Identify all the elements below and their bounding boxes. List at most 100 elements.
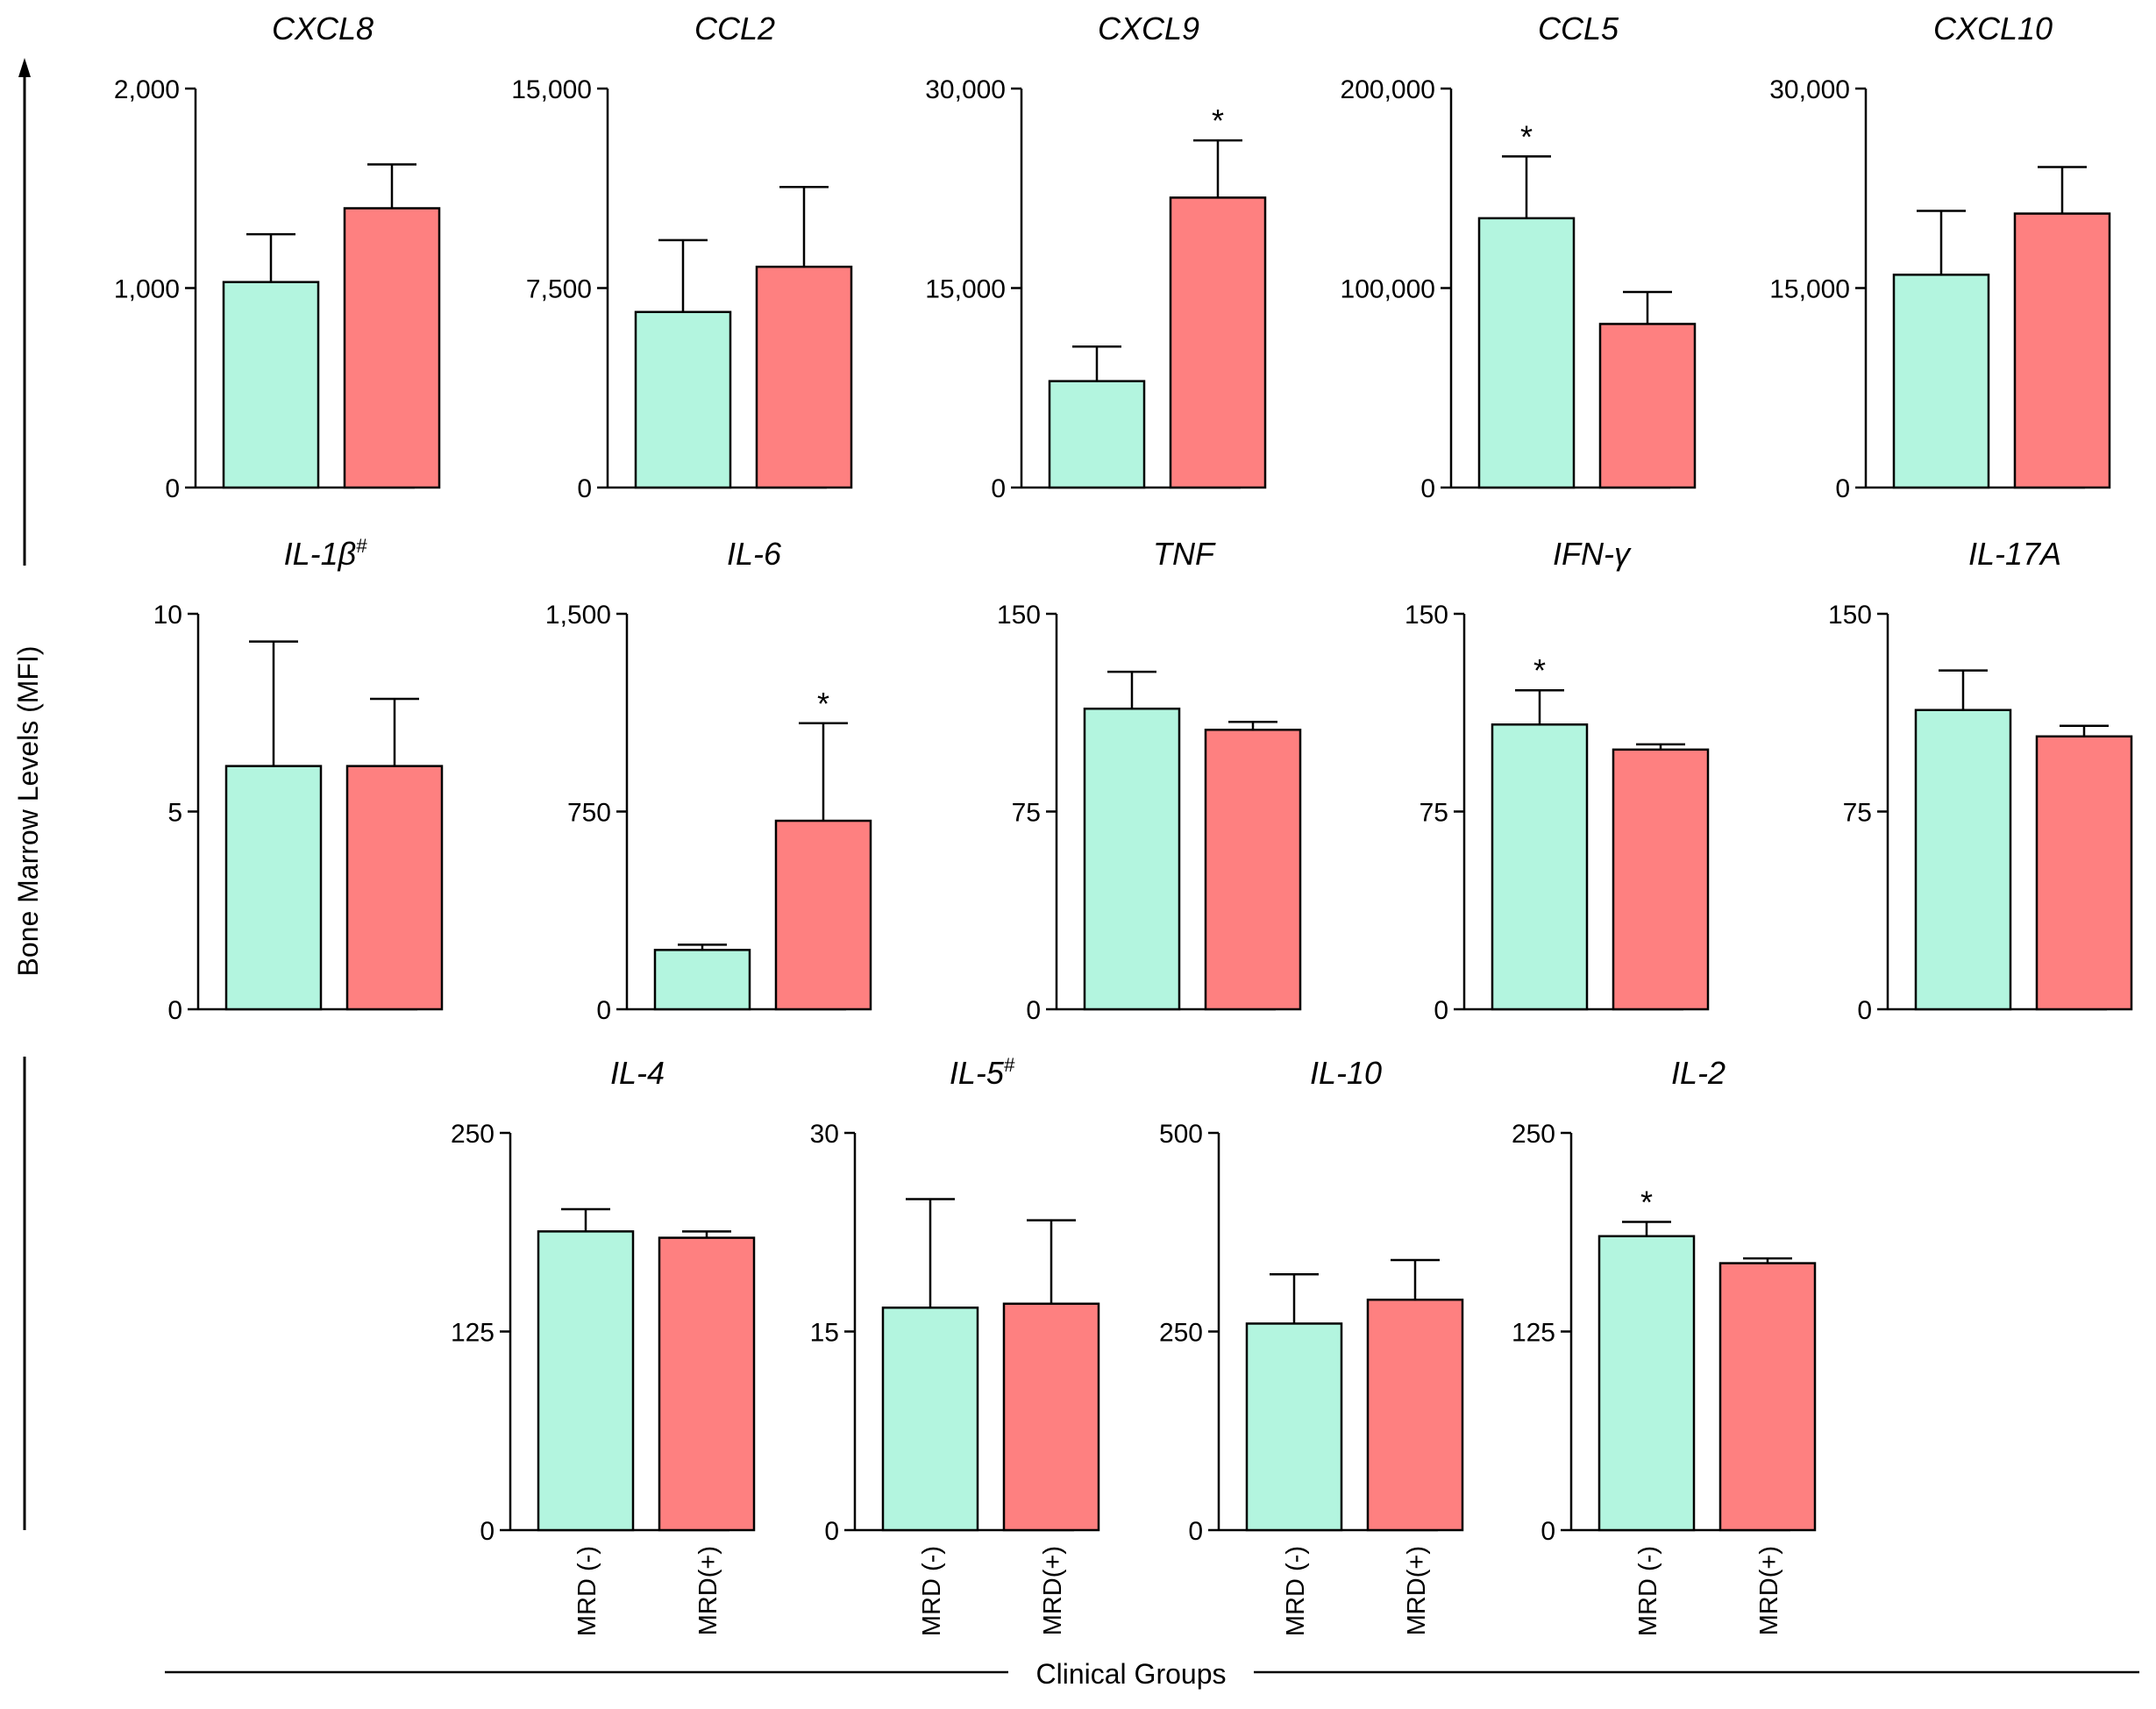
bar-mrd-pos: [2013, 212, 2111, 489]
chart-panel-il-4: IL-4 0 125 250 MRD (-) MRD(+): [451, 1055, 756, 1636]
y-tick-label: 150: [1405, 601, 1448, 630]
significance-marker: *: [1533, 652, 1546, 688]
chart-title: IL-4: [610, 1055, 665, 1091]
bar-mrd-neg: [634, 310, 732, 489]
y-tick-label: 0: [577, 474, 592, 503]
y-tick-label: 200,000: [1341, 75, 1435, 104]
y-tick-label: 30: [810, 1120, 839, 1149]
y-tick-label: 1,000: [114, 275, 180, 304]
y-tick-label: 2,000: [114, 75, 180, 104]
bar-mrd-neg: [1892, 274, 1990, 489]
y-tick-label: 15,000: [511, 75, 592, 104]
chart-title: IL-10: [1310, 1055, 1382, 1091]
bar-mrd-neg: [1914, 709, 2012, 1011]
y-tick-label: 0: [1434, 996, 1448, 1025]
bar-mrd-neg: [1245, 1322, 1343, 1532]
category-label: MRD(+): [1039, 1546, 1067, 1635]
chart-title: CCL5: [1538, 11, 1619, 46]
chart-panel-cxcl9: CXCL9 0 15,000 30,000 *: [925, 11, 1267, 503]
chart-title-superscript: #: [356, 535, 367, 557]
y-tick-label: 250: [451, 1120, 495, 1149]
y-tick-label: 75: [1420, 799, 1448, 828]
y-tick-label: 0: [167, 996, 182, 1025]
bar-mrd-neg: [881, 1307, 979, 1532]
category-label: MRD(+): [694, 1546, 722, 1635]
y-tick-label: 125: [1512, 1319, 1555, 1348]
y-tick-label: 1,500: [545, 601, 611, 630]
y-tick-label: 0: [1026, 996, 1041, 1025]
bar-mrd-pos: [345, 765, 444, 1011]
y-tick-label: 150: [1828, 601, 1872, 630]
bar-mrd-pos: [755, 265, 853, 489]
significance-marker: *: [1520, 118, 1533, 154]
bar-mrd-pos: [1169, 196, 1267, 489]
chart-title: IL-5#: [950, 1054, 1015, 1091]
bar-mrd-neg: [1597, 1235, 1696, 1532]
bar-mrd-neg: [1083, 707, 1181, 1011]
y-tick-label: 15,000: [1769, 275, 1850, 304]
chart-panel-ccl2: CCL2 0 7,500 15,000: [511, 11, 853, 503]
category-label: MRD (-): [1282, 1546, 1310, 1636]
y-tick-label: 75: [1843, 799, 1872, 828]
category-label: MRD (-): [918, 1546, 946, 1636]
bar-mrd-pos: [1612, 748, 1710, 1011]
y-tick-label: 0: [1420, 474, 1435, 503]
chart-title: IL-1β#: [284, 535, 368, 572]
bar-mrd-pos: [774, 819, 872, 1011]
y-tick-label: 0: [991, 474, 1006, 503]
y-tick-label: 5: [167, 799, 182, 828]
bar-mrd-neg: [537, 1230, 635, 1532]
panels: CXCL8 0 1,000 2,000 CCL2 0 7,500 15,000 CXCL9 0 15…: [114, 11, 2133, 1636]
y-tick-label: 0: [596, 996, 611, 1025]
bar-mrd-neg: [1477, 217, 1576, 489]
y-tick-label: 125: [451, 1319, 495, 1348]
bar-mrd-pos: [343, 207, 441, 489]
category-label: MRD(+): [1755, 1546, 1783, 1635]
bar-mrd-neg: [1048, 380, 1146, 489]
chart-panel-il-17a: IL-17A 0 75 150: [1828, 536, 2133, 1025]
y-tick-label: 100,000: [1341, 275, 1435, 304]
y-tick-label: 250: [1159, 1319, 1203, 1348]
y-tick-label: 0: [824, 1517, 839, 1546]
chart-panel-il-2: IL-2 0 125 250 * MRD (-) MRD(+): [1512, 1055, 1817, 1636]
y-tick-label: 0: [1835, 474, 1850, 503]
significance-marker: *: [1640, 1184, 1653, 1220]
y-tick-label: 0: [480, 1517, 495, 1546]
chart-panel-il-6: IL-6 0 750 1,500 *: [545, 536, 872, 1025]
y-tick-label: 15,000: [925, 275, 1006, 304]
chart-title: CXCL8: [272, 11, 374, 46]
bar-mrd-pos: [1002, 1302, 1100, 1532]
y-tick-label: 15: [810, 1319, 839, 1348]
chart-panel-ccl5: CCL5 0 100,000 200,000 *: [1341, 11, 1697, 503]
chart-panel-tnf: TNF 0 75 150: [997, 536, 1302, 1025]
category-label: MRD (-): [573, 1546, 601, 1636]
y-tick-label: 0: [1857, 996, 1872, 1025]
significance-marker: *: [1212, 103, 1224, 139]
category-label: MRD (-): [1634, 1546, 1662, 1636]
bar-mrd-pos: [1366, 1299, 1464, 1532]
y-axis-title: Bone Marrow Levels (MFI): [12, 646, 44, 977]
chart-panel-il-10: IL-10 0 250 500 MRD (-) MRD(+): [1159, 1055, 1464, 1636]
category-label: MRD(+): [1403, 1546, 1431, 1635]
chart-title: TNF: [1153, 536, 1216, 572]
y-tick-label: 500: [1159, 1120, 1203, 1149]
y-tick-label: 10: [153, 601, 182, 630]
y-tick-label: 0: [165, 474, 180, 503]
y-tick-label: 30,000: [1769, 75, 1850, 104]
bar-mrd-pos: [1598, 323, 1697, 489]
chart-title: IFN-γ: [1553, 536, 1632, 572]
bar-mrd-pos: [658, 1236, 756, 1532]
significance-marker: *: [817, 686, 829, 722]
y-tick-label: 250: [1512, 1120, 1555, 1149]
y-tick-label: 150: [997, 601, 1041, 630]
y-tick-label: 75: [1012, 799, 1041, 828]
chart-title: IL-2: [1671, 1055, 1726, 1091]
chart-title: CCL2: [694, 11, 775, 46]
bar-mrd-neg: [653, 949, 751, 1011]
bar-mrd-neg: [222, 281, 320, 489]
chart-title: IL-17A: [1968, 536, 2061, 572]
chart-panel-cxcl8: CXCL8 0 1,000 2,000: [114, 11, 441, 503]
bar-mrd-pos: [2035, 735, 2133, 1011]
y-tick-label: 0: [1188, 1517, 1203, 1546]
